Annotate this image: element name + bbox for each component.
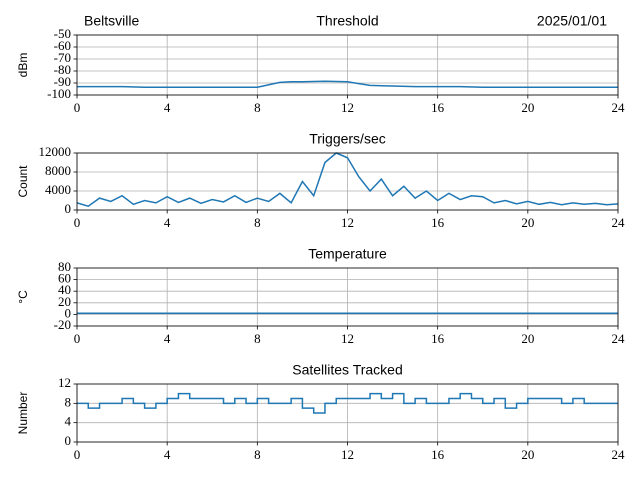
x-tick-label: 20: [521, 100, 534, 115]
data-line: [77, 80, 618, 88]
y-tick-label: -50: [54, 26, 71, 41]
x-tick-label: 12: [341, 447, 354, 462]
y-tick-label: 4: [65, 414, 72, 429]
x-tick-label: 0: [74, 331, 81, 346]
subplot-title: Temperature: [308, 246, 387, 262]
x-tick-label: 0: [74, 215, 81, 230]
x-tick-label: 24: [612, 447, 626, 462]
x-tick-label: 16: [431, 100, 445, 115]
x-tick-label: 8: [254, 447, 261, 462]
x-tick-label: 20: [521, 215, 534, 230]
x-tick-label: 4: [164, 100, 171, 115]
subplot-title: Satellites Tracked: [292, 362, 403, 378]
plot-frame: [76, 267, 619, 327]
y-tick-label: 20: [58, 294, 71, 309]
y-tick-label: -80: [54, 62, 71, 77]
y-tick-label: 12000: [39, 144, 72, 159]
x-tick-label: 4: [164, 447, 171, 462]
x-tick-label: 4: [164, 215, 171, 230]
y-tick-label: -100: [47, 86, 71, 101]
x-tick-label: 20: [521, 447, 534, 462]
x-tick-label: 8: [254, 215, 261, 230]
x-tick-label: 16: [431, 331, 445, 346]
y-tick-label: -60: [54, 38, 71, 53]
y-tick-label: 0: [65, 201, 72, 216]
y-tick-label: 8000: [45, 163, 71, 178]
plot-frame: [76, 383, 619, 443]
y-axis-label: Number: [16, 392, 30, 435]
y-tick-label: -70: [54, 50, 71, 65]
x-tick-label: 24: [612, 100, 626, 115]
y-tick-label: 40: [58, 282, 71, 297]
x-tick-label: 8: [254, 331, 261, 346]
y-tick-label: 4000: [45, 182, 71, 197]
y-tick-label: 80: [58, 259, 71, 274]
y-tick-label: 8: [65, 394, 72, 409]
x-tick-label: 20: [521, 331, 534, 346]
subplot-title: Threshold: [316, 13, 378, 29]
y-tick-label: 0: [65, 305, 72, 320]
x-tick-label: 0: [74, 100, 81, 115]
left-title: Beltsville: [84, 13, 139, 29]
y-axis-label: °C: [16, 290, 30, 304]
right-title: 2025/01/01: [537, 13, 607, 29]
y-tick-label: 12: [58, 375, 71, 390]
x-tick-label: 8: [254, 100, 261, 115]
x-tick-label: 12: [341, 331, 354, 346]
data-line: [76, 152, 619, 208]
x-tick-label: 12: [341, 100, 354, 115]
data-line: [77, 392, 618, 414]
x-tick-label: 12: [341, 215, 354, 230]
x-tick-label: 4: [164, 331, 171, 346]
y-tick-label: -20: [54, 317, 71, 332]
x-tick-label: 24: [612, 215, 626, 230]
y-axis-label: Count: [16, 165, 30, 198]
plot-frame: [76, 34, 619, 96]
y-tick-label: 0: [65, 433, 72, 448]
x-tick-label: 24: [612, 331, 626, 346]
y-axis-label: dBm: [16, 53, 30, 78]
subplot-title: Triggers/sec: [309, 131, 386, 147]
plot-frame: [76, 152, 619, 211]
y-tick-label: -90: [54, 74, 71, 89]
x-tick-label: 16: [431, 447, 445, 462]
x-tick-label: 0: [74, 447, 81, 462]
x-tick-label: 16: [431, 215, 445, 230]
y-tick-label: 60: [58, 271, 71, 286]
